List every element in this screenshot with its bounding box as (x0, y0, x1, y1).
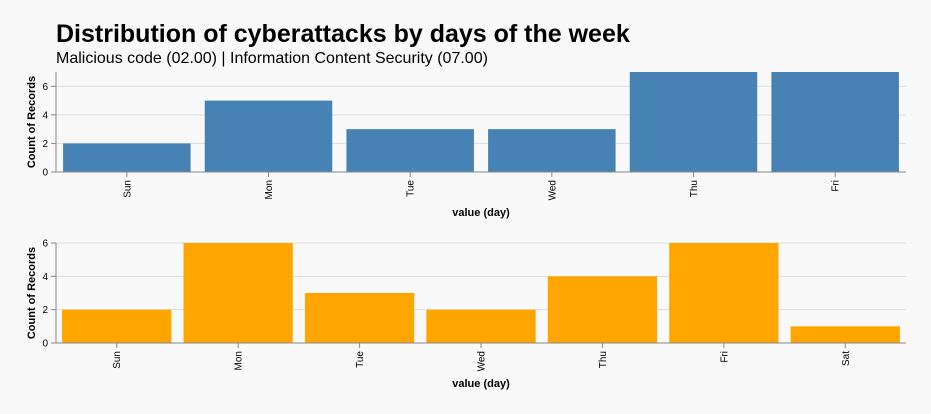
chart2-bar-thu (547, 276, 658, 343)
chart2-bar-wed (426, 309, 536, 343)
chart2-y-tick-label: 0 (42, 339, 48, 350)
chart1-x-tick-label: Tue (406, 180, 417, 197)
chart1-x-tick-label: Fri (831, 180, 842, 192)
chart2-x-tick-label: Sun (112, 351, 123, 369)
chart2-bar-sat (790, 326, 900, 343)
chart1-x-tick-label: Wed (547, 180, 558, 200)
chart2-x-tick-label: Thu (598, 351, 609, 368)
chart-subtitle: Malicious code (02.00) | Information Con… (56, 50, 488, 67)
chart2-x-tick-label: Wed (477, 351, 488, 371)
chart2-y-axis-title: Count of Records (26, 247, 38, 339)
chart-title: Distribution of cyberattacks by days of … (56, 20, 630, 48)
chart2-bar-fri (669, 243, 779, 343)
chart2-bar-mon (183, 243, 293, 343)
chart1-y-tick-label: 4 (42, 110, 48, 121)
chart1-bar-mon (204, 100, 333, 172)
chart1-bar-wed (488, 129, 616, 172)
chart2-x-tick-label: Tue (355, 351, 366, 368)
chart1-bar-thu (629, 72, 758, 172)
chart1-y-tick-label: 0 (42, 168, 48, 179)
chart1-x-tick-label: Thu (689, 180, 700, 197)
chart1-y-tick-label: 2 (42, 139, 48, 150)
chart1-y-tick-label: 6 (42, 82, 48, 93)
chart2-y-tick-label: 2 (42, 305, 48, 316)
chart2-y-tick-label: 6 (42, 239, 48, 250)
chart2-y-tick-label: 4 (42, 272, 48, 283)
chart1-x-tick-label: Mon (264, 180, 275, 199)
chart2-x-tick-label: Mon (234, 351, 245, 370)
chart1-bar-tue (346, 129, 474, 172)
chart2-bar-tue (304, 293, 415, 343)
chart2-x-axis-title: value (day) (452, 378, 510, 390)
chart2-x-tick-label: Sat (841, 351, 852, 366)
chart2-bar-sun (62, 309, 172, 343)
chart1-y-axis-title: Count of Records (26, 76, 38, 168)
chart1-x-axis-title: value (day) (452, 207, 510, 219)
chart1-x-tick-label: Sun (122, 180, 133, 198)
chart1-bar-sun (63, 143, 191, 172)
chart2-x-tick-label: Fri (719, 351, 730, 363)
chart1-bar-fri (771, 72, 899, 172)
